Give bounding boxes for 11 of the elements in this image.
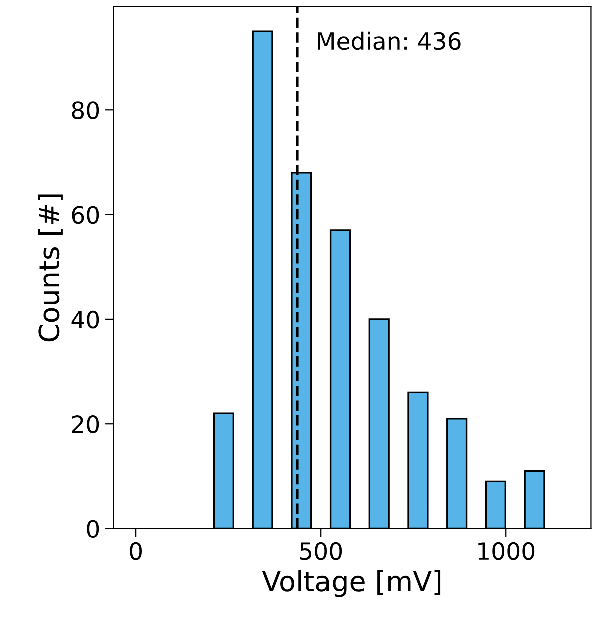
x-axis-title: Voltage [mV] <box>262 570 441 598</box>
y-tick-label: 80 <box>72 102 100 120</box>
y-tick-label: 40 <box>72 310 100 329</box>
y-tick-label: 0 <box>87 520 100 538</box>
y-axis-title: Counts [#] <box>38 194 63 342</box>
x-tick-label: 1000 <box>478 542 535 560</box>
x-tick-label: 500 <box>300 542 342 560</box>
x-tick-label: 0 <box>130 542 142 560</box>
y-tick-label: 60 <box>72 206 100 224</box>
y-tick-label: 20 <box>72 416 100 434</box>
ref-line-label: Median: 436 <box>318 32 461 50</box>
